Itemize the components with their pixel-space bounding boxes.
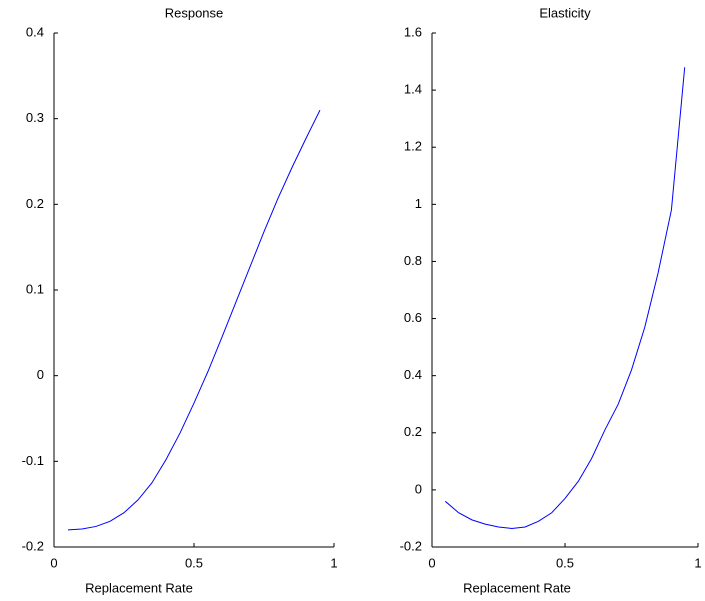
x-tick-label: 1	[694, 555, 701, 570]
x-tick-label: 0.5	[185, 555, 203, 570]
y-tick-label: 1.4	[404, 82, 422, 97]
y-tick-label: -0.1	[22, 453, 44, 468]
y-tick-label: 0	[37, 367, 44, 382]
y-tick-label: 0.6	[404, 310, 422, 325]
y-tick-label: 1.2	[404, 139, 422, 154]
y-tick-label: 1	[415, 196, 422, 211]
x-axis-label: Replacement Rate	[85, 580, 193, 595]
y-tick-label: -0.2	[400, 538, 422, 553]
y-tick-label: 0.2	[26, 196, 44, 211]
y-tick-label: 0.2	[404, 424, 422, 439]
data-line	[444, 67, 686, 529]
y-tick-label: -0.2	[22, 538, 44, 553]
x-tick-label: 0	[428, 555, 435, 570]
x-tick-label: 0.5	[556, 555, 574, 570]
y-tick-label: 0.4	[26, 24, 44, 39]
y-tick-label: 0.3	[26, 110, 44, 125]
chart-title: Response	[165, 5, 224, 20]
chart-title: Elasticity	[539, 5, 591, 20]
data-line	[67, 109, 321, 531]
y-tick-label: 0.1	[26, 281, 44, 296]
x-tick-label: 0	[50, 555, 57, 570]
y-tick-label: 0	[415, 481, 422, 496]
y-tick-label: 1.6	[404, 24, 422, 39]
x-axis-label: Replacement Rate	[463, 580, 571, 595]
y-tick-label: 0.4	[404, 367, 422, 382]
y-tick-label: 0.8	[404, 253, 422, 268]
x-tick-label: 1	[330, 555, 337, 570]
